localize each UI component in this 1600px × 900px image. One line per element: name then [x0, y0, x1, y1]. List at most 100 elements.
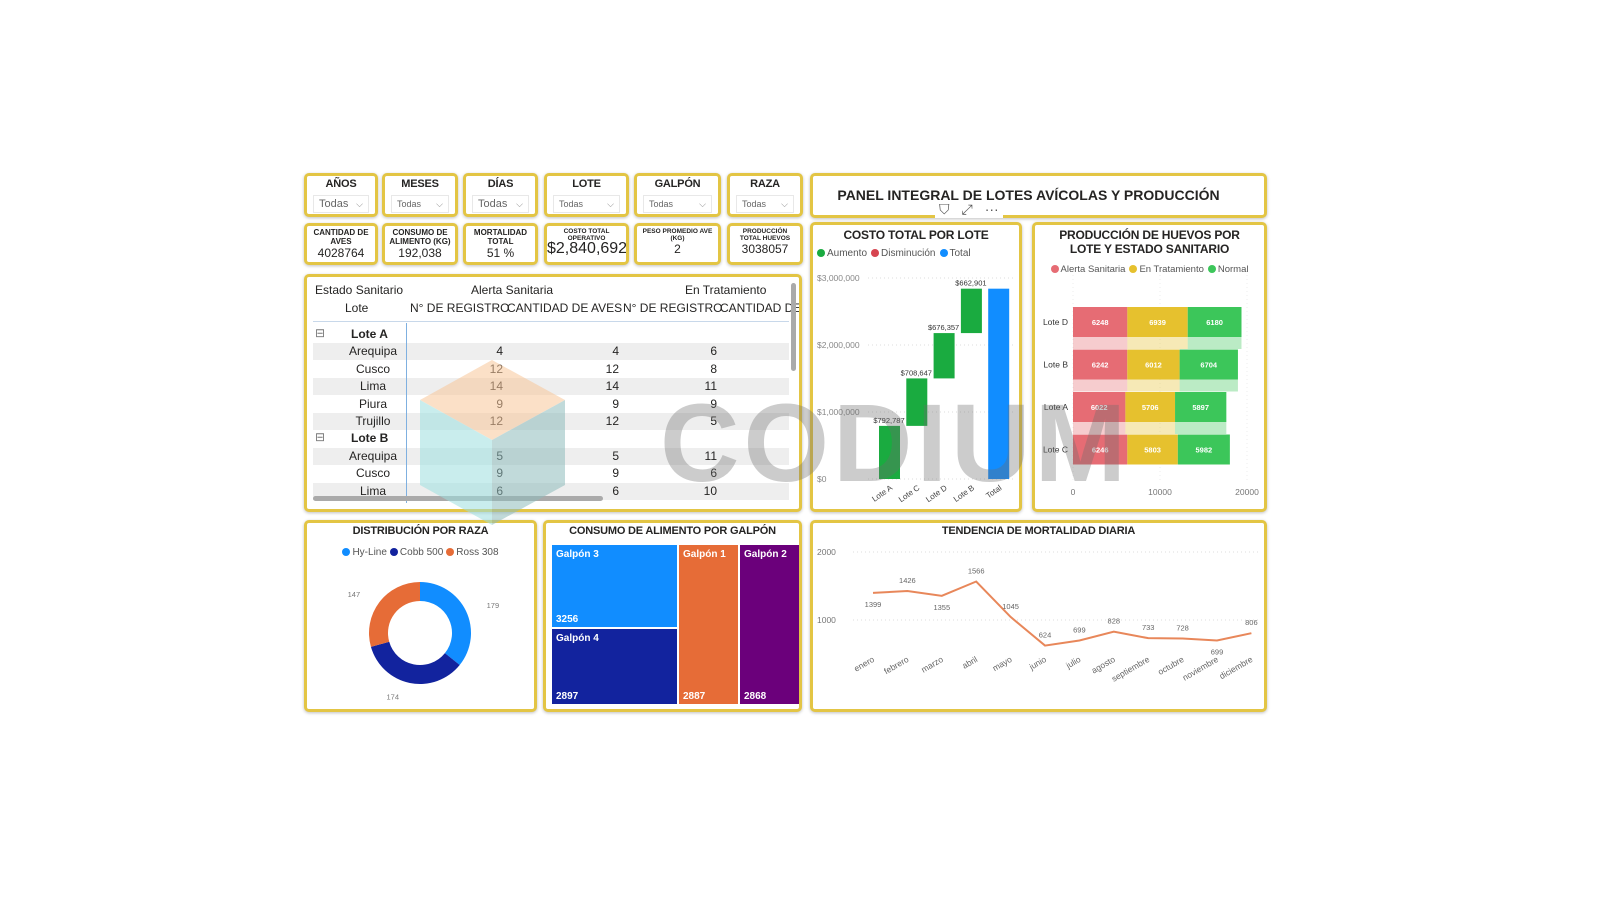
bar-segment[interactable]: [1073, 392, 1126, 422]
legend-item[interactable]: Total: [939, 248, 971, 259]
bar-segment[interactable]: [1127, 307, 1188, 337]
matrix-column-header[interactable]: CANTIDAD DE AVES: [507, 301, 623, 315]
bar-segment[interactable]: [1073, 434, 1128, 465]
legend-item[interactable]: Aumento: [817, 248, 867, 259]
tile-value: 2897: [556, 691, 579, 702]
bar-segment[interactable]: [1175, 392, 1227, 422]
waterfall-bar[interactable]: [933, 333, 955, 379]
slicer-value: Todas: [559, 199, 584, 209]
legend-item[interactable]: Disminución: [871, 248, 936, 259]
waterfall-bar[interactable]: [906, 378, 928, 426]
slicer-value: Todas: [649, 199, 674, 209]
waterfall-bar[interactable]: [879, 425, 900, 479]
matrix-cell: 5: [496, 448, 503, 463]
treemap-tile[interactable]: Galpón 1 2887: [678, 544, 739, 705]
kpi-card: CONSUMO DE ALIMENTO (KG) 192,038: [382, 223, 458, 265]
bar-segment[interactable]: [1073, 349, 1128, 380]
focus-mode-icon[interactable]: ⤢: [961, 201, 973, 217]
chevron-down-icon: ⌵: [607, 198, 614, 209]
treemap-tile[interactable]: Galpón 3 3256: [551, 544, 678, 628]
kpi-card: PESO PROMEDIO AVE (KG) 2: [634, 223, 721, 265]
donut-slice[interactable]: [369, 582, 420, 647]
kpi-card: CANTIDAD DE AVES 4028764: [304, 223, 378, 265]
collapse-icon[interactable]: ⊟: [315, 430, 326, 445]
slicer-dropdown[interactable]: Todas ⌵: [736, 195, 794, 213]
legend-item[interactable]: Hy-Line: [342, 547, 387, 558]
filter-icon[interactable]: ⛉: [939, 201, 950, 217]
legend-item[interactable]: Normal: [1207, 264, 1249, 275]
treemap-tile[interactable]: Galpón 4 2897: [551, 628, 678, 705]
x-tick-label: marzo: [919, 654, 945, 675]
bar-segment[interactable]: [1179, 349, 1238, 380]
matrix-group-header: En Tratamiento: [685, 283, 767, 297]
x-tick-label: Lote A: [870, 483, 894, 504]
waterfall-bar[interactable]: [960, 288, 982, 334]
legend-marker: [871, 249, 880, 258]
data-label: 624: [1039, 631, 1052, 640]
bar-segment[interactable]: [1177, 434, 1230, 465]
donut-slice[interactable]: [420, 582, 471, 666]
ribbon: [1179, 379, 1238, 392]
x-tick-label: 20000: [1235, 487, 1259, 497]
line-series[interactable]: [872, 580, 1252, 647]
kpi-card: MORTALIDAD TOTAL 51 %: [463, 223, 538, 265]
bar-segment[interactable]: [1125, 392, 1176, 422]
matrix-row: Lima 14 14 11: [313, 378, 789, 396]
vertical-scrollbar[interactable]: [791, 283, 796, 371]
treemap-tile[interactable]: Galpón 2 2868: [739, 544, 799, 705]
collapse-icon[interactable]: ⊟: [315, 326, 326, 340]
data-label: 6704: [1200, 361, 1218, 370]
matrix-cell: 12: [489, 361, 503, 376]
horizontal-scrollbar[interactable]: [313, 496, 603, 501]
data-label: 147: [348, 590, 361, 599]
slicer-dropdown[interactable]: Todas ⌵: [553, 195, 620, 213]
bar-segment[interactable]: [1127, 349, 1180, 380]
y-tick-label: Lote C: [1043, 445, 1068, 455]
dashboard-title-panel: PANEL INTEGRAL DE LOTES AVÍCOLAS Y PRODU…: [810, 173, 1267, 218]
slicer-dropdown[interactable]: Todas ⌵: [313, 195, 369, 213]
data-label: 728: [1176, 623, 1189, 632]
data-label: 1399: [865, 600, 882, 609]
data-label: $676,357: [928, 323, 959, 332]
tile-label: Galpón 2: [744, 549, 787, 560]
matrix-cell: 10: [703, 483, 717, 498]
bar-segment[interactable]: [1073, 307, 1128, 337]
matrix-row-label: Lima: [359, 379, 386, 394]
data-label: 699: [1211, 647, 1224, 656]
chevron-down-icon: ⌵: [781, 198, 788, 209]
slicer-dropdown[interactable]: Todas ⌵: [472, 195, 529, 213]
donut-slice[interactable]: [370, 641, 460, 684]
bar-segment[interactable]: [1187, 307, 1242, 337]
matrix-row-header-1: Estado Sanitario: [315, 283, 404, 297]
matrix-row-label: Arequipa: [348, 448, 398, 463]
matrix-column-header[interactable]: CANTIDAD DE AVES: [720, 301, 799, 315]
data-label: 1566: [968, 567, 985, 576]
matrix-row: Arequipa 5 5 11: [313, 447, 789, 465]
kpi-label: PESO PROMEDIO AVE (KG): [642, 228, 713, 242]
slicer-title: MESES: [401, 178, 439, 190]
slicer-dropdown[interactable]: Todas ⌵: [643, 195, 712, 213]
slicer-3: LOTE Todas ⌵: [544, 173, 629, 217]
matrix-column-header[interactable]: N° DE REGISTRO: [623, 301, 723, 315]
legend-item[interactable]: Cobb 500: [389, 547, 443, 558]
matrix-cell: 11: [704, 379, 717, 394]
legend-item[interactable]: Alerta Sanitaria: [1050, 264, 1125, 275]
legend-item[interactable]: En Tratamiento: [1129, 264, 1204, 275]
more-options-icon[interactable]: ···: [984, 201, 999, 217]
legend-item[interactable]: Ross 308: [446, 547, 499, 558]
data-label: 733: [1142, 623, 1155, 632]
waterfall-bar[interactable]: [988, 288, 1010, 479]
slicer-dropdown[interactable]: Todas ⌵: [391, 195, 449, 213]
legend-label: Aumento: [827, 248, 868, 259]
bar-segment[interactable]: [1127, 434, 1178, 465]
x-tick-label: febrero: [882, 654, 911, 676]
matrix-cell: 12: [605, 361, 619, 376]
x-tick-label: Lote D: [924, 483, 949, 504]
slicer-title: DÍAS: [487, 178, 514, 190]
data-label: 1045: [1002, 602, 1019, 611]
slicer-4: GALPÓN Todas ⌵: [634, 173, 721, 217]
matrix-column-header[interactable]: N° DE REGISTRO: [410, 301, 510, 315]
slicer-1: MESES Todas ⌵: [382, 173, 458, 217]
y-tick-label: 2000: [817, 547, 836, 557]
matrix-row-label: Arequipa: [348, 344, 398, 359]
